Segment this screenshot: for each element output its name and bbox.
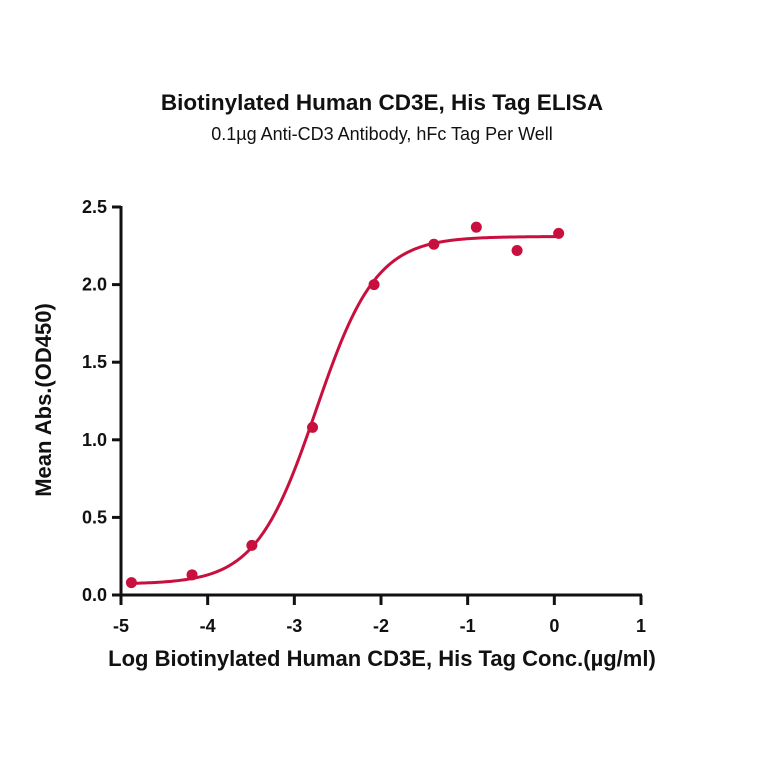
axes: 0.0 0.5 1.0 1.5 2.0 2.5 -5 -4 -3 -2 -1 0 1 [82,197,646,636]
x-tick-label: -2 [373,616,389,636]
data-point [511,244,523,256]
y-tick-label: 1.5 [82,352,107,372]
y-tick-label: 2.5 [82,197,107,217]
x-tick-label: -4 [200,616,216,636]
y-tick-label: 1.0 [82,430,107,450]
y-tick-label: 2.0 [82,275,107,295]
x-tick-label: -1 [460,616,476,636]
data-point [553,227,565,239]
x-tick-label: 1 [636,616,646,636]
fit-curve [131,235,559,585]
chart-title: Biotinylated Human CD3E, His Tag ELISA [160,90,604,115]
data-points [125,221,565,589]
data-point [368,279,380,291]
data-point [428,238,440,250]
x-axis-label: Log Biotinylated Human CD3E, His Tag Con… [108,646,656,671]
data-point [125,577,137,589]
data-point [186,569,198,581]
chart-subtitle: 0.1µg Anti-CD3 Antibody, hFc Tag Per Wel… [211,124,553,144]
data-point [246,539,258,551]
x-tick-label: -5 [113,616,129,636]
x-tick-label: 0 [549,616,559,636]
data-point [307,421,319,433]
y-tick-label: 0.5 [82,507,107,527]
x-tick-label: -3 [286,616,302,636]
y-tick-label: 0.0 [82,585,107,605]
data-point [470,221,482,233]
